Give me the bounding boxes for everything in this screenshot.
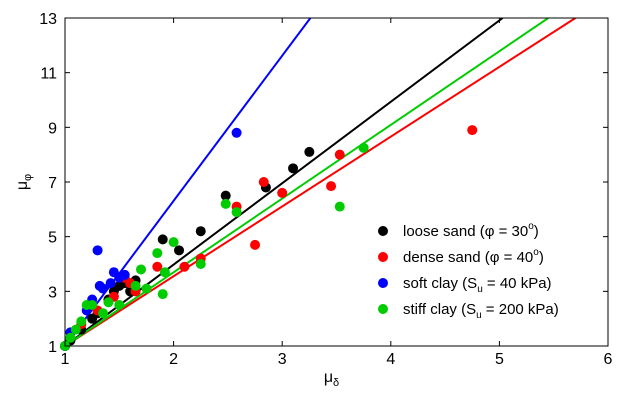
legend-marker-2 <box>378 278 388 288</box>
legend-marker-1 <box>378 252 388 262</box>
x-tick-label: 6 <box>604 351 613 368</box>
x-tick-label: 3 <box>278 351 287 368</box>
data-point <box>105 278 116 289</box>
data-point <box>98 283 109 294</box>
data-point <box>334 149 345 160</box>
data-point <box>103 297 114 308</box>
y-tick-label: 7 <box>48 175 57 192</box>
data-point <box>157 234 168 245</box>
x-tick-label: 4 <box>386 351 395 368</box>
data-point <box>114 300 125 310</box>
legend-label-0: loose sand (φ = 30o) <box>403 221 539 240</box>
data-point <box>231 207 242 218</box>
data-point <box>179 261 190 272</box>
fit-lines <box>65 18 576 346</box>
y-tick-label: 13 <box>39 11 57 28</box>
data-point <box>141 283 152 294</box>
y-axis-label: μφ <box>14 174 34 190</box>
y-tick-label: 3 <box>48 284 57 301</box>
legend-label-3: stiff clay (Su = 200 kPa) <box>403 301 559 321</box>
y-tick-label: 9 <box>48 120 57 137</box>
data-point <box>258 177 269 187</box>
y-tick-label: 1 <box>48 339 57 356</box>
y-tick-label: 5 <box>48 230 57 247</box>
data-point <box>467 125 478 136</box>
data-point <box>119 269 130 280</box>
fit-line-3 <box>65 18 549 346</box>
data-point <box>174 245 185 256</box>
x-tick-label: 1 <box>61 351 70 368</box>
data-point <box>195 259 206 269</box>
data-point <box>250 239 261 250</box>
data-point <box>159 267 170 278</box>
data-points <box>60 125 478 351</box>
data-point <box>220 190 231 201</box>
data-point <box>168 237 179 248</box>
plot-frame <box>64 17 609 347</box>
fit-line-0 <box>65 18 504 346</box>
data-point <box>92 245 103 256</box>
data-point <box>87 300 98 310</box>
data-point <box>334 201 345 212</box>
data-point <box>152 261 163 272</box>
data-point <box>288 163 299 174</box>
data-point <box>358 142 369 153</box>
legend: loose sand (φ = 30o) dense sand (φ = 40o)… <box>378 221 559 321</box>
legend-label-1: dense sand (φ = 40o) <box>403 247 544 266</box>
data-point <box>220 198 231 209</box>
legend-marker-0 <box>378 226 388 236</box>
x-tick-label: 5 <box>495 351 504 368</box>
data-point <box>304 146 315 157</box>
data-point <box>231 127 242 138</box>
data-point <box>98 308 109 319</box>
data-point <box>326 181 337 192</box>
data-point <box>152 248 163 259</box>
y-tick-label: 11 <box>40 66 57 83</box>
data-point <box>277 187 288 198</box>
x-axis-label: μδ <box>324 369 339 389</box>
data-point <box>65 332 76 343</box>
data-point <box>130 280 141 291</box>
data-point <box>157 289 168 300</box>
legend-label-2: soft clay (Su = 40 kPa) <box>403 275 552 295</box>
data-point <box>136 264 147 275</box>
legend-marker-3 <box>378 304 388 314</box>
data-point <box>70 324 81 335</box>
data-point <box>195 226 206 237</box>
x-tick-label: 2 <box>169 351 178 368</box>
data-point <box>76 316 87 327</box>
axis-labels: μδ μφ <box>14 174 339 389</box>
fit-line-1 <box>65 18 576 346</box>
